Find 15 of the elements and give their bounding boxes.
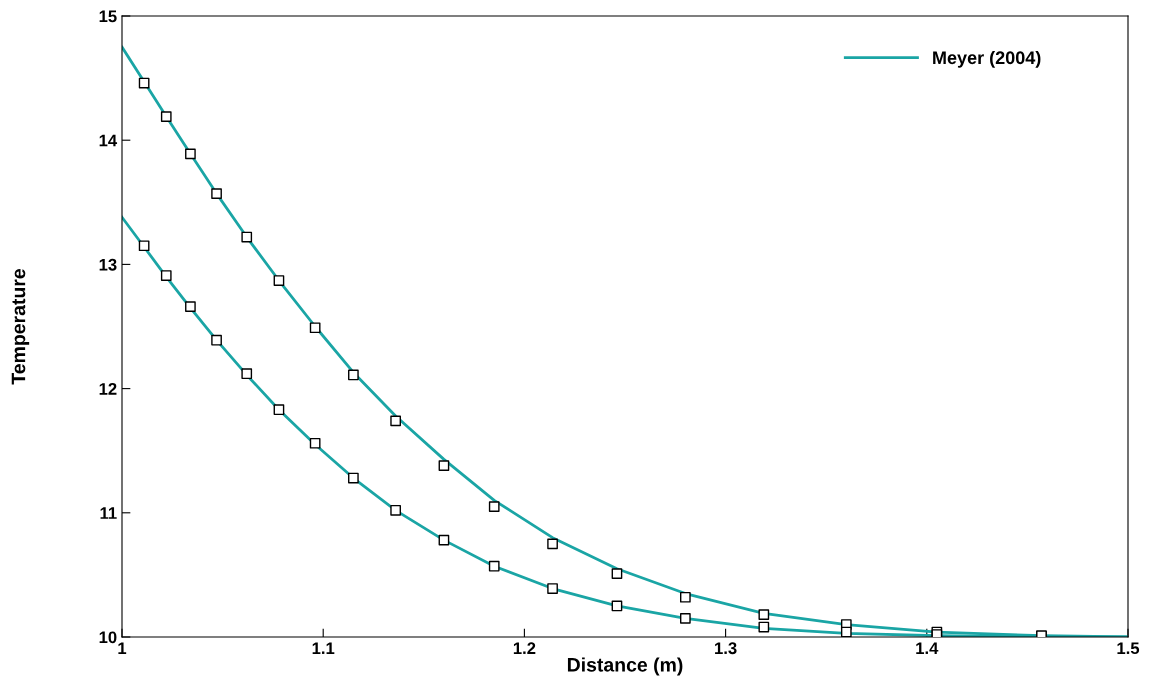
x-tick-label: 1.1 [312, 642, 335, 654]
x-tick-label: 1.4 [916, 642, 939, 654]
y-tick-label: 15 [99, 10, 117, 23]
y-tick-label: 14 [99, 134, 118, 147]
x-tick-label: 1.3 [715, 642, 737, 655]
y-tick-label: 10 [99, 631, 117, 644]
legend-label: Meyer (2004) [933, 50, 1041, 68]
x-axis-title: Distance (m) [567, 657, 683, 676]
y-tick-label: 11 [100, 507, 117, 519]
y-tick-label: 13 [99, 258, 117, 271]
x-tick-label: 1.5 [1117, 642, 1140, 655]
x-tick-label: 1.2 [513, 642, 536, 654]
y-axis-title: Temperature [11, 268, 30, 385]
x-tick-label: 1 [118, 642, 127, 654]
y-tick-label: 12 [99, 383, 117, 395]
